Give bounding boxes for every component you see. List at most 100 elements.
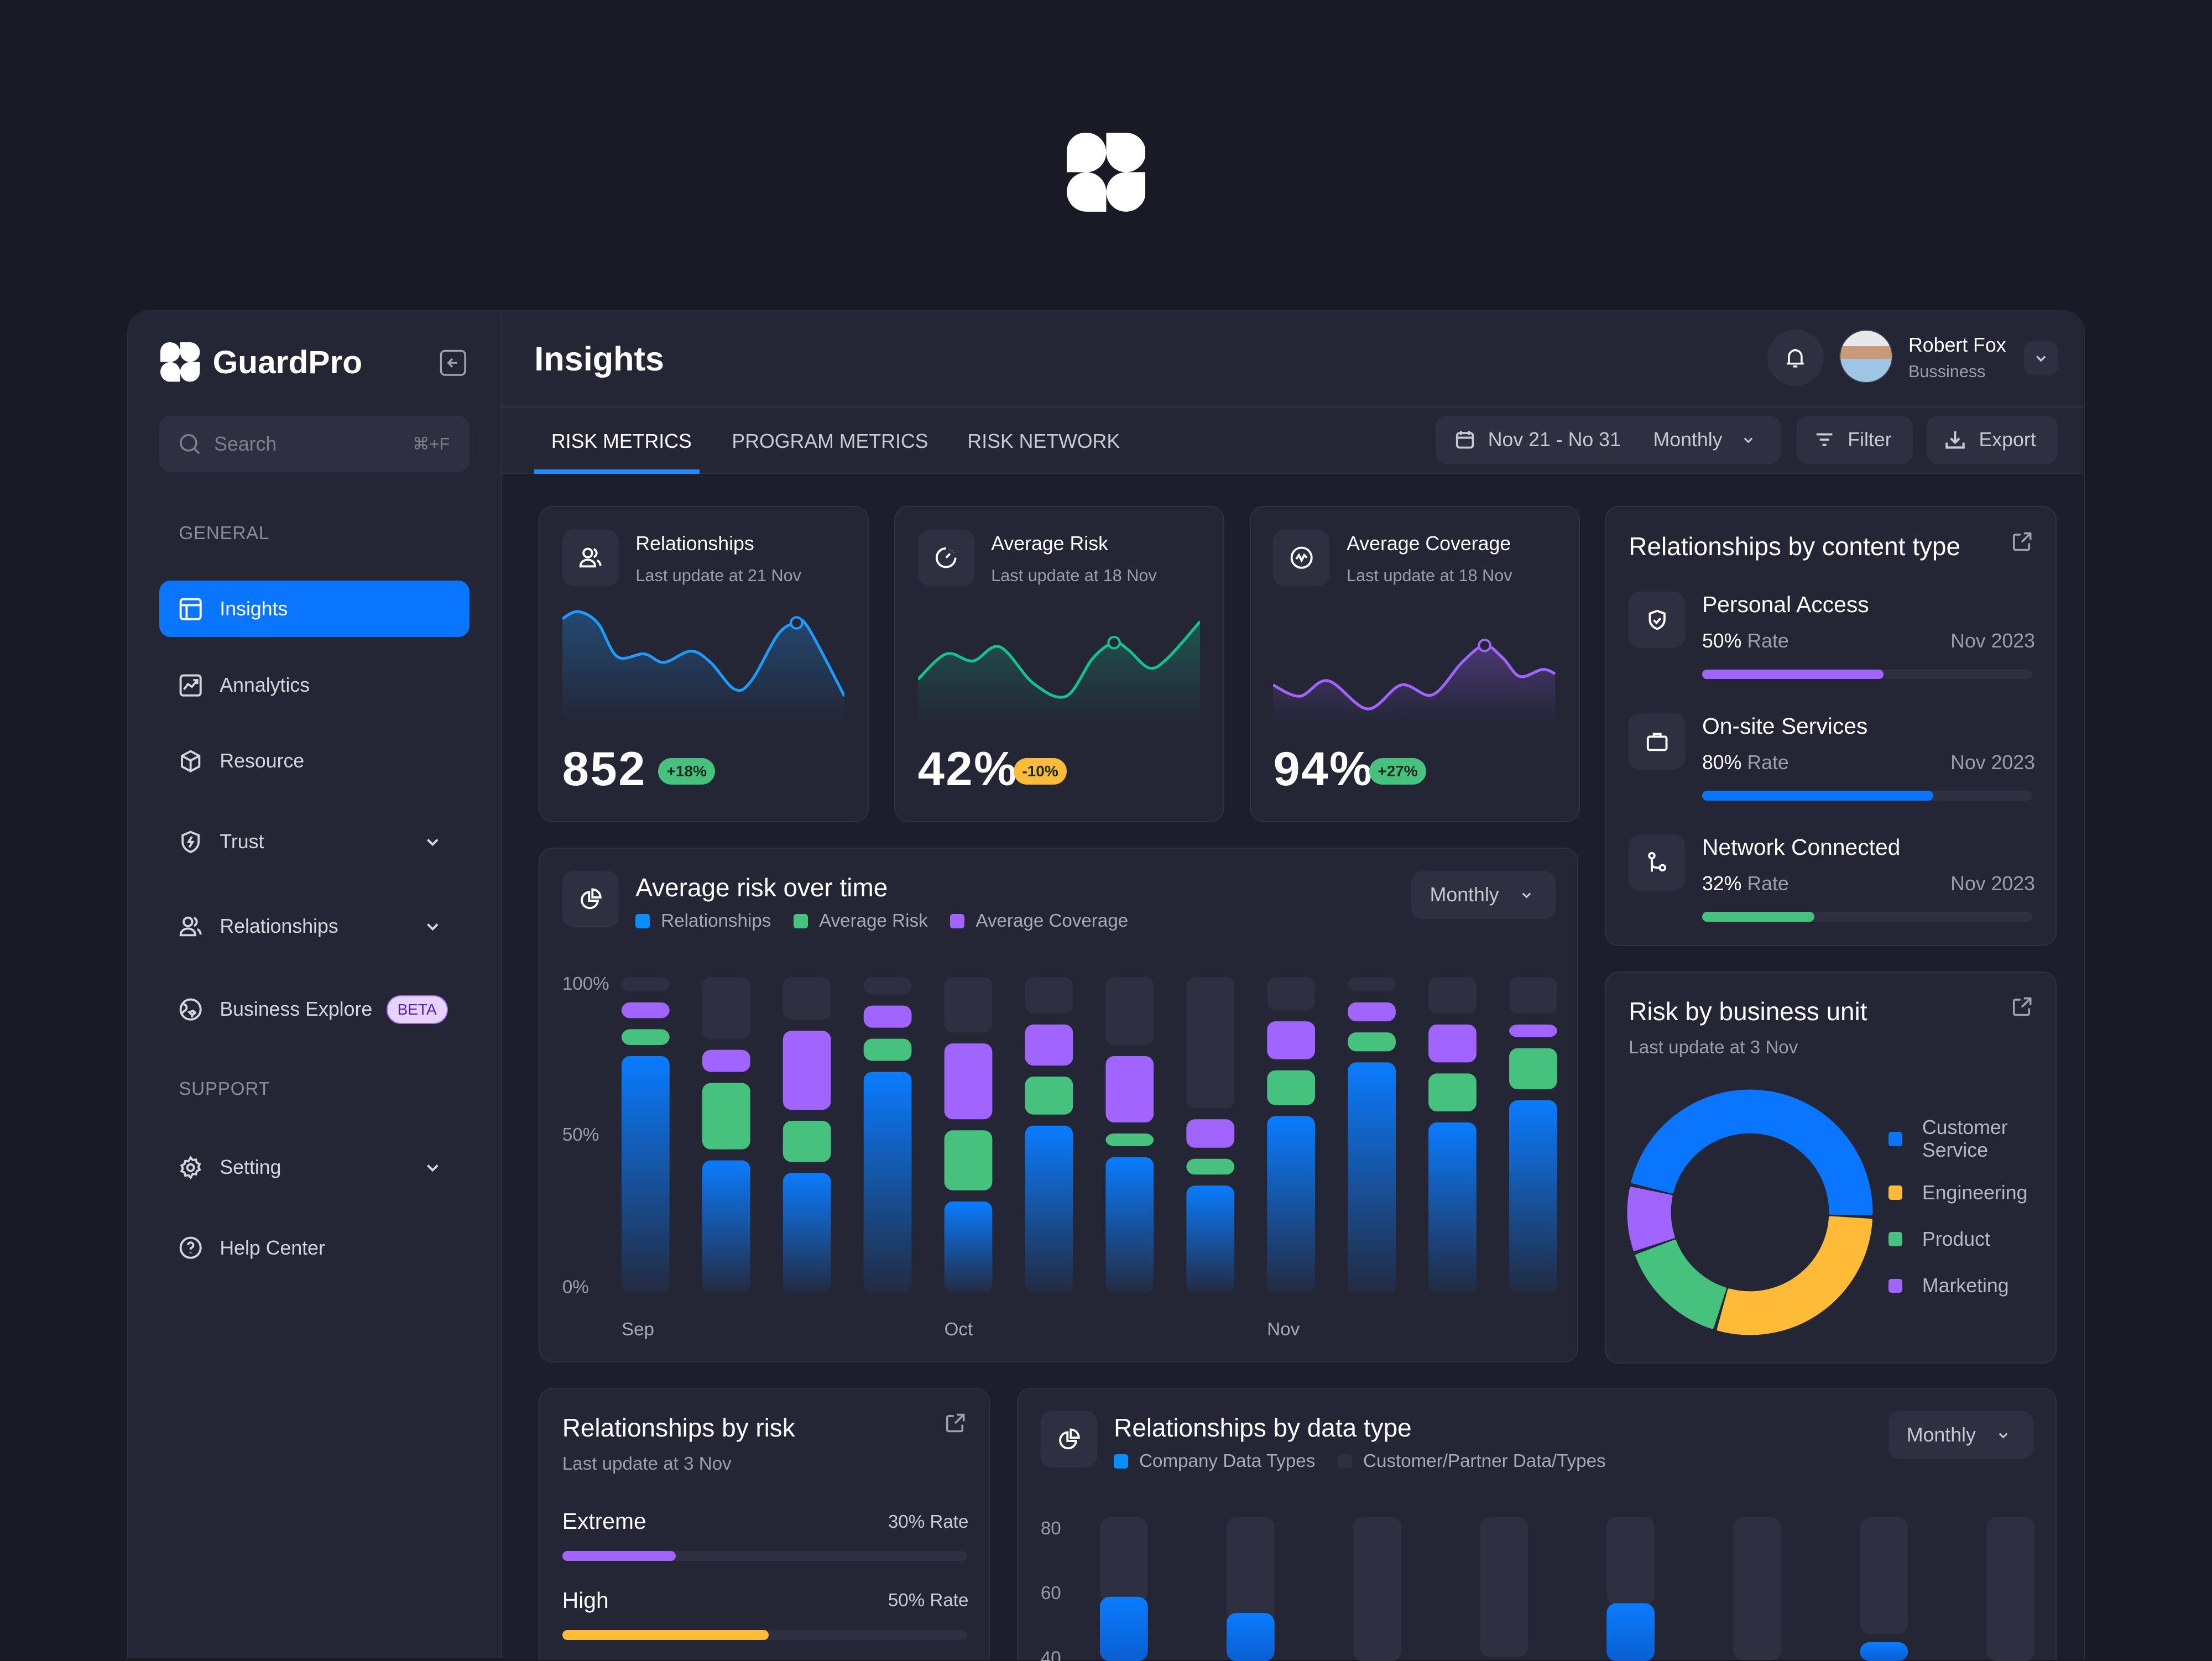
export-label: Export xyxy=(1979,428,2036,451)
tab-risk-metrics[interactable]: RISK METRICS xyxy=(551,430,692,452)
page-title: Insights xyxy=(534,340,664,378)
chevron-down-icon xyxy=(1999,1433,2008,1439)
sidebar-item-trust[interactable]: Trust xyxy=(159,813,469,870)
sidebar-item-label: Annalytics xyxy=(220,673,310,696)
sidebar-item-setting[interactable]: Setting xyxy=(159,1140,469,1196)
bar-customer-partner xyxy=(1479,1517,1528,1657)
bar-remainder xyxy=(702,976,750,1039)
chevron-down-icon xyxy=(1522,892,1531,899)
stat-card[interactable]: Average Coverage Last update at 18 Nov 9… xyxy=(1249,506,1580,822)
progress-fill xyxy=(562,1550,676,1561)
chart-period-select[interactable]: Monthly xyxy=(1888,1411,2034,1460)
bar-remainder xyxy=(1348,976,1396,991)
progress-fill xyxy=(1702,912,1814,922)
data-type-card: Relationships by data type Company Data … xyxy=(1016,1387,2057,1661)
date-range-picker[interactable]: Nov 21 - No 31 Monthly xyxy=(1436,415,1782,464)
date-range-value: Nov 21 - No 31 xyxy=(1488,428,1621,451)
legend-item: Average Coverage xyxy=(950,911,1128,932)
stat-subtitle: Last update at 18 Nov xyxy=(1347,566,1512,586)
legend-item: Average Risk xyxy=(794,911,928,932)
cube-icon xyxy=(181,750,201,773)
y-tick-label: 50% xyxy=(562,1125,599,1145)
users-icon xyxy=(180,916,202,937)
bar-customer-partner xyxy=(1986,1517,2034,1661)
sidebar-item-business-explore[interactable]: Business Explore BETA xyxy=(159,981,469,1038)
rate-label: Rate xyxy=(1747,630,1789,652)
progress-fill xyxy=(1702,669,1884,680)
filter-button[interactable]: Filter xyxy=(1797,415,1913,464)
legend-item: Relationships xyxy=(635,911,771,932)
bar-average-risk xyxy=(702,1083,750,1150)
stat-card[interactable]: Average Risk Last update at 18 Nov 42% -… xyxy=(894,506,1224,822)
item-name: Personal Access xyxy=(1702,592,1869,618)
section-support: SUPPORT xyxy=(179,1078,270,1099)
period-value: Monthly xyxy=(1430,884,1499,906)
bar-average-coverage xyxy=(1428,1024,1477,1063)
content-type-card: Relationships by content type Personal A… xyxy=(1605,506,2057,947)
bar-remainder xyxy=(1105,976,1154,1045)
donut-slice xyxy=(1635,1240,1727,1329)
tab-program-metrics[interactable]: PROGRAM METRICS xyxy=(732,430,928,452)
risk-item[interactable]: High 50% Rate xyxy=(540,1587,991,1651)
sidebar-item-help-center[interactable]: Help Center xyxy=(159,1220,469,1276)
progress-fill xyxy=(562,1629,769,1640)
chart-period-select[interactable]: Monthly xyxy=(1411,871,1556,920)
donut-chart xyxy=(1627,1089,1873,1335)
shield-icon xyxy=(181,830,200,853)
sparkline-area xyxy=(917,621,1200,722)
stat-value: 42% xyxy=(917,741,1018,796)
bar-remainder xyxy=(621,976,670,991)
bar-average-coverage xyxy=(1025,1024,1073,1065)
external-link-icon[interactable] xyxy=(2011,531,2032,552)
bar-average-coverage xyxy=(782,1030,831,1110)
header: Insights Robert Fox Bussiness RISK METRI… xyxy=(502,311,2084,474)
content-type-item[interactable]: Personal Access 50% Rate Nov 2023 xyxy=(1606,592,2057,704)
bar-customer-partner xyxy=(1606,1517,1655,1605)
bell-icon xyxy=(1787,348,1804,368)
bar-customer-partner xyxy=(1860,1517,1908,1634)
progress-track xyxy=(562,1629,967,1640)
bar-company xyxy=(1606,1603,1655,1661)
user-name: Robert Fox xyxy=(1908,334,2006,357)
bar-relationships xyxy=(1348,1062,1396,1293)
avatar[interactable] xyxy=(1839,330,1893,384)
legend-item: Engineering xyxy=(1888,1182,2051,1204)
search-input[interactable]: Search ⌘+F xyxy=(159,415,469,473)
sidebar-item-label: Trust xyxy=(220,830,264,853)
notifications-button[interactable] xyxy=(1767,330,1824,386)
chevron-down-icon xyxy=(427,839,439,847)
x-tick-label: Oct xyxy=(945,1319,973,1340)
sidebar-item-relationships[interactable]: Relationships xyxy=(159,898,469,954)
card-title: Relationships by risk xyxy=(562,1413,795,1442)
search-icon xyxy=(180,433,200,454)
card-subtitle: Last update at 3 Nov xyxy=(562,1453,732,1474)
period-select[interactable]: Monthly xyxy=(1653,428,1723,451)
external-link-icon[interactable] xyxy=(2011,996,2032,1017)
bar-average-coverage xyxy=(863,1005,912,1028)
x-tick-label: Nov xyxy=(1267,1319,1300,1340)
pie-chart-icon xyxy=(1059,1428,1080,1449)
content-type-item[interactable]: On-site Services 80% Rate Nov 2023 xyxy=(1606,713,2057,826)
user-menu-button[interactable] xyxy=(2024,341,2058,375)
collapse-sidebar-icon[interactable] xyxy=(440,349,467,376)
item-date: Nov 2023 xyxy=(1950,630,2035,652)
bar-average-coverage xyxy=(1267,1021,1315,1059)
sidebar-item-insights[interactable]: Insights xyxy=(159,581,469,638)
tab-risk-network[interactable]: RISK NETWORK xyxy=(967,430,1120,452)
stat-card[interactable]: Relationships Last update at 21 Nov 852 … xyxy=(538,506,869,822)
bar-customer-partner xyxy=(1099,1517,1148,1602)
bar-remainder xyxy=(1509,976,1557,1014)
app-window: GuardPro Search ⌘+F GENERAL Insights Ann… xyxy=(127,310,2085,1661)
sidebar-item-analytics[interactable]: Annalytics xyxy=(159,657,469,713)
bar-customer-partner xyxy=(1226,1517,1275,1621)
sidebar-item-resource[interactable]: Resource xyxy=(159,733,469,790)
donut-slice xyxy=(1631,1089,1873,1215)
export-button[interactable]: Export xyxy=(1927,415,2058,464)
chart-legend: Relationships Average Risk Average Cover… xyxy=(635,911,1151,932)
external-link-icon[interactable] xyxy=(945,1413,966,1434)
brand[interactable]: GuardPro xyxy=(160,342,362,382)
help-icon xyxy=(180,1237,202,1260)
risk-item[interactable]: Extreme 30% Rate xyxy=(540,1508,991,1572)
content-type-item[interactable]: Network Connected 32% Rate Nov 2023 xyxy=(1606,834,2057,947)
